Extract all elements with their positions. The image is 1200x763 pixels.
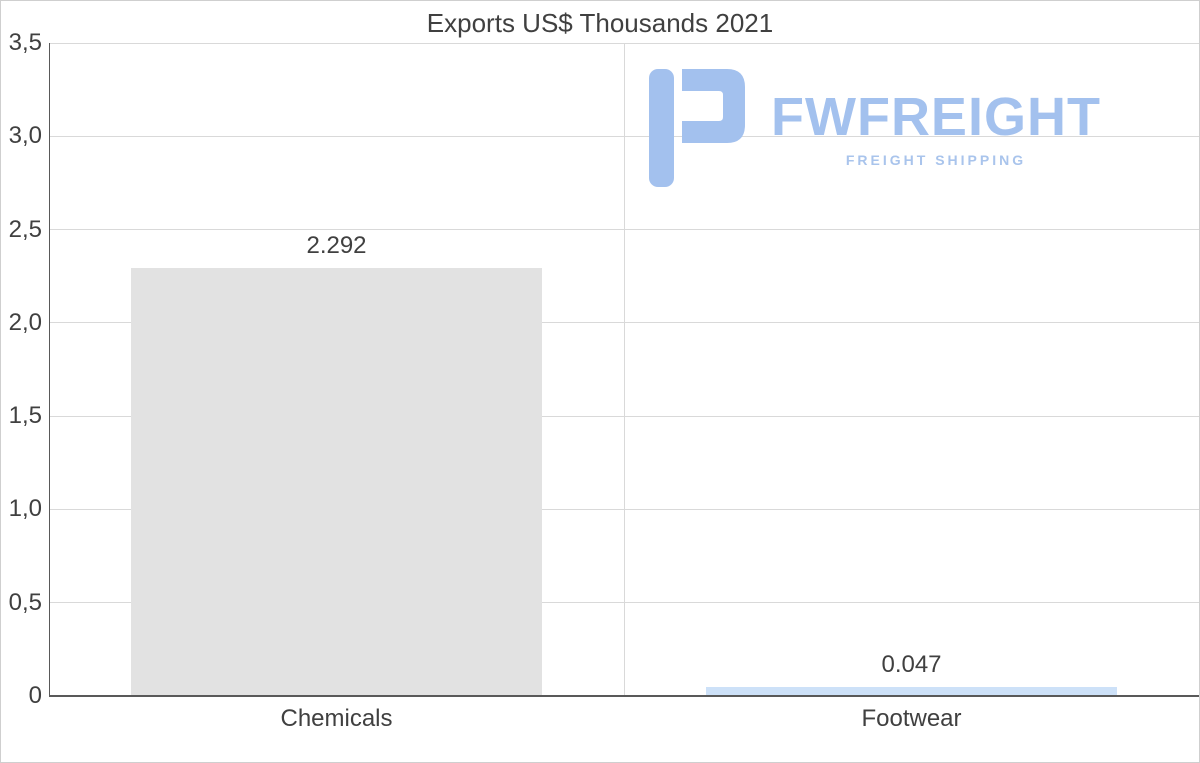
fwfreight-logo: FWFREIGHT FREIGHT SHIPPING [649, 69, 1101, 187]
y-tick-label: 1,0 [8, 495, 42, 523]
logo-name: FWFREIGHT [771, 87, 1101, 148]
chart-title: Exports US$ Thousands 2021 [426, 8, 774, 38]
bar-value-label-chemicals: 2.292 [306, 232, 367, 260]
bar-value-label-footwear: 0.047 [881, 651, 942, 679]
y-tick-label: 1,5 [8, 402, 42, 430]
y-tick-label: 0 [28, 682, 42, 709]
y-tick-label: 2,0 [8, 308, 42, 336]
category-divider-gridline [624, 43, 625, 696]
y-axis-line [49, 43, 50, 696]
y-tick-label: 2,5 [8, 215, 42, 243]
y-tick-label: 0,5 [8, 588, 42, 616]
category-label-chemicals: Chemicals [280, 705, 393, 732]
bar-footwear [705, 687, 1118, 696]
x-axis-line [49, 695, 1199, 697]
bar-chemicals [130, 268, 543, 696]
y-tick-label: 3,0 [8, 122, 42, 150]
logo-subtitle: FREIGHT SHIPPING [845, 151, 1027, 168]
logo-text-block: FWFREIGHT FREIGHT SHIPPING [771, 87, 1101, 168]
category-label-footwear: Footwear [861, 705, 962, 732]
fwfreight-logo-icon [649, 69, 745, 187]
y-tick-label: 3,5 [8, 29, 42, 56]
